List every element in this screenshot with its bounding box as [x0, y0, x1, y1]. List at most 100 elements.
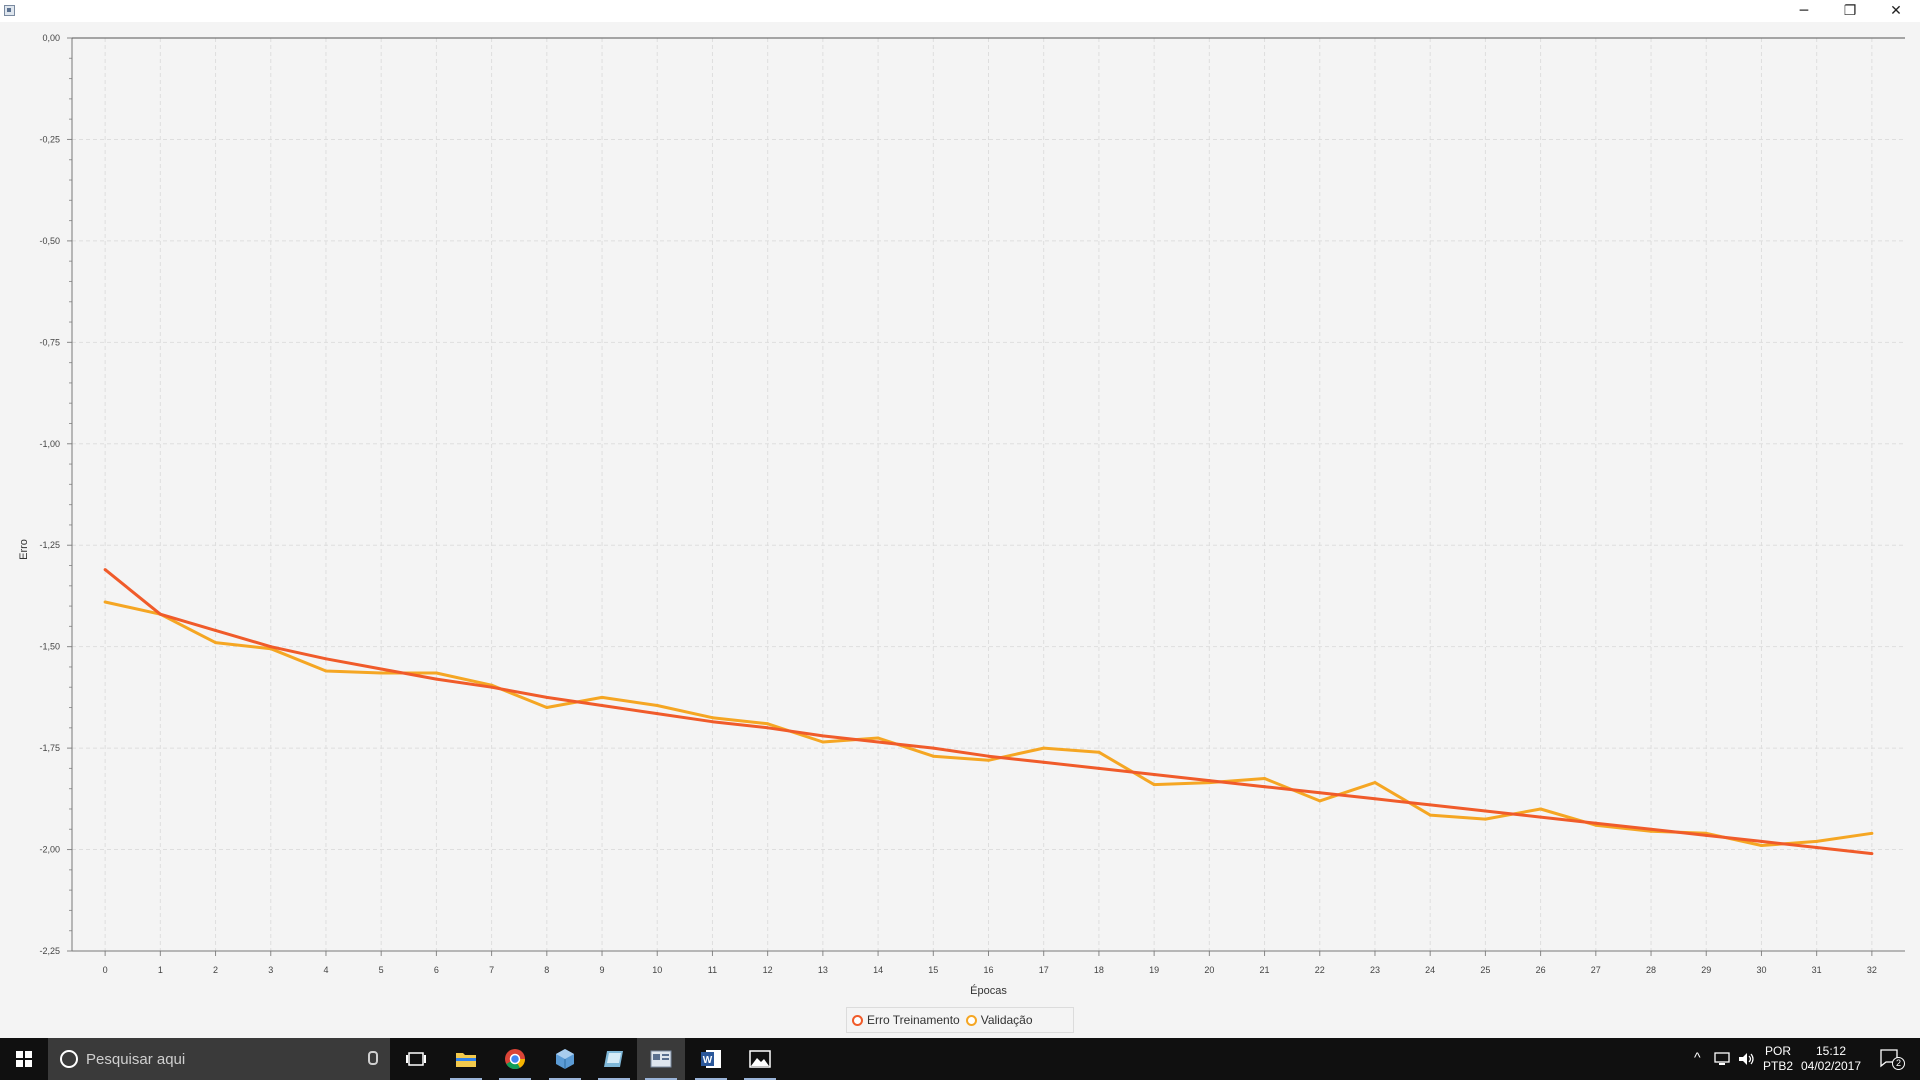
x-tick-label: 22 [1315, 965, 1325, 975]
data-point-erro-treinamento [987, 754, 990, 758]
data-point-erro-treinamento [1759, 839, 1763, 843]
network-icon[interactable] [1713, 1051, 1731, 1072]
clock[interactable]: 15:12 04/02/2017 [1796, 1044, 1866, 1074]
data-point-erro-treinamento [1704, 833, 1708, 837]
data-point-erro-treinamento [1483, 809, 1487, 813]
x-tick-label: 5 [379, 965, 384, 975]
x-tick-label: 29 [1701, 965, 1711, 975]
taskbar-file-explorer[interactable] [442, 1038, 490, 1080]
language-indicator[interactable]: POR PTB2 [1762, 1044, 1794, 1074]
title-bar: ─ ❐ ✕ [0, 0, 1920, 22]
y-tick-label: -1,75 [39, 743, 60, 753]
x-tick-label: 7 [489, 965, 494, 975]
volume-icon[interactable] [1738, 1051, 1756, 1072]
y-axis-label: Erro [18, 539, 30, 560]
data-point-valida-o [1483, 817, 1487, 821]
data-point-valida-o [1097, 750, 1101, 754]
data-point-valida-o [324, 669, 328, 673]
microphone-icon[interactable] [368, 1051, 378, 1065]
data-point-erro-treinamento [545, 695, 549, 699]
legend-label-validacao: Validação [980, 1013, 1033, 1027]
taskbar-photos[interactable] [736, 1038, 784, 1080]
legend-label-erro-treinamento: Erro Treinamento [867, 1013, 960, 1027]
notification-count-badge: 2 [1892, 1057, 1905, 1070]
data-point-erro-treinamento [1815, 846, 1819, 850]
active-indicator [744, 1078, 776, 1080]
taskbar-chrome[interactable] [491, 1038, 539, 1080]
close-button[interactable]: ✕ [1873, 0, 1919, 22]
x-tick-label: 24 [1425, 965, 1435, 975]
active-indicator [645, 1078, 677, 1080]
data-point-valida-o [1428, 813, 1432, 817]
legend-item-erro-treinamento: Erro Treinamento [852, 1013, 960, 1027]
x-tick-label: 14 [873, 965, 883, 975]
x-tick-label: 25 [1480, 965, 1490, 975]
task-view-button[interactable] [392, 1038, 440, 1080]
x-tick-label: 11 [708, 965, 717, 975]
x-tick-label: 1 [158, 965, 163, 975]
data-point-erro-treinamento [1318, 791, 1322, 795]
action-center-button[interactable]: 2 [1880, 1049, 1905, 1070]
data-point-valida-o [1042, 746, 1046, 750]
active-indicator [695, 1078, 727, 1080]
x-tick-label: 18 [1094, 965, 1104, 975]
data-point-erro-treinamento [1594, 821, 1598, 825]
y-tick-label: -1,50 [39, 642, 60, 652]
data-point-erro-treinamento [379, 667, 383, 671]
start-button[interactable] [0, 1038, 48, 1080]
clock-time: 15:12 [1815, 1044, 1847, 1058]
taskbar-app-book[interactable] [590, 1038, 638, 1080]
active-indicator [450, 1078, 482, 1080]
x-tick-label: 26 [1536, 965, 1546, 975]
taskbar-word[interactable]: W [687, 1038, 735, 1080]
data-point-valida-o [1152, 783, 1156, 787]
close-icon: ✕ [1890, 3, 1902, 19]
y-tick-label: -2,25 [39, 946, 60, 956]
x-tick-label: 12 [763, 965, 773, 975]
language-code: POR [1764, 1044, 1791, 1058]
legend-item-validacao: Validação [965, 1013, 1033, 1027]
x-tick-label: 32 [1867, 965, 1877, 975]
chart-legend: Erro Treinamento Validação [846, 1007, 1074, 1033]
legend-symbol-validacao [965, 1014, 977, 1026]
windows-start-icon [16, 1051, 32, 1067]
taskbar-java-app[interactable] [637, 1038, 685, 1080]
restore-button[interactable]: ❐ [1827, 0, 1873, 22]
data-point-erro-treinamento [710, 720, 714, 724]
x-tick-label: 30 [1756, 965, 1766, 975]
data-point-valida-o [1263, 777, 1267, 781]
data-point-valida-o [931, 754, 935, 758]
java-app-icon [650, 1050, 672, 1068]
x-tick-label: 20 [1204, 965, 1214, 975]
data-point-erro-treinamento [766, 726, 770, 730]
data-point-valida-o [379, 671, 383, 675]
data-point-valida-o [655, 704, 659, 708]
tray-chevron-icon[interactable]: ^ [1694, 1049, 1701, 1065]
minimize-button[interactable]: ─ [1781, 0, 1827, 22]
data-point-erro-treinamento [269, 645, 273, 649]
app-window-icon[interactable] [4, 5, 15, 16]
data-point-valida-o [987, 758, 990, 762]
data-point-valida-o [214, 641, 218, 645]
x-tick-label: 31 [1812, 965, 1822, 975]
data-point-valida-o [1870, 831, 1874, 835]
x-tick-label: 10 [652, 965, 662, 975]
data-point-valida-o [1815, 839, 1819, 843]
y-tick-label: -0,50 [39, 236, 60, 246]
x-tick-label: 16 [983, 965, 993, 975]
data-point-erro-treinamento [1649, 827, 1653, 831]
x-tick-label: 2 [213, 965, 218, 975]
x-tick-label: 6 [434, 965, 439, 975]
data-point-valida-o [766, 722, 770, 726]
cortana-icon [60, 1050, 78, 1068]
data-point-valida-o [434, 671, 438, 675]
x-tick-label: 19 [1149, 965, 1159, 975]
taskbar-app-cube[interactable] [541, 1038, 589, 1080]
file-explorer-icon [456, 1053, 476, 1067]
app-book-icon [604, 1051, 623, 1067]
data-point-valida-o [821, 740, 825, 744]
search-box[interactable]: Pesquisar aqui [48, 1038, 390, 1080]
x-tick-label: 23 [1370, 965, 1380, 975]
data-point-erro-treinamento [490, 685, 494, 689]
data-point-valida-o [103, 600, 107, 604]
